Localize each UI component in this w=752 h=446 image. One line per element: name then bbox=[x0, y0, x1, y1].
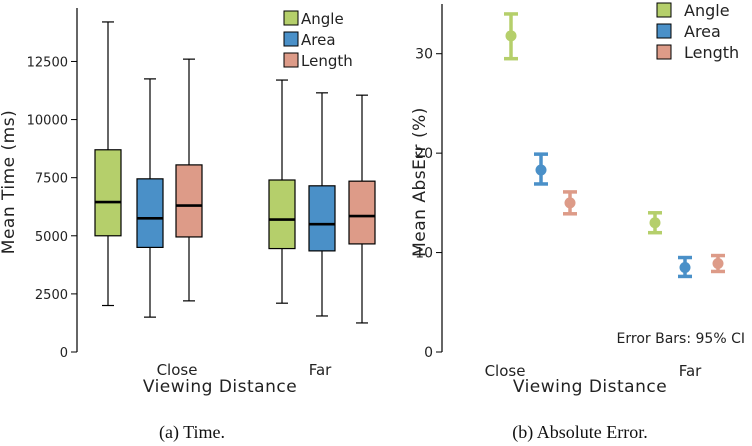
box-iqr bbox=[175, 164, 203, 238]
box-plots bbox=[94, 21, 376, 324]
legend-label-angle: Angle bbox=[684, 1, 730, 20]
x-axis-label: Viewing Distance bbox=[143, 377, 297, 397]
x-tick-label-close: Close bbox=[157, 361, 198, 379]
error-bar-points bbox=[504, 12, 725, 279]
box-iqr bbox=[348, 180, 376, 245]
y-axis-label: Mean AbsErr (%) bbox=[410, 107, 430, 257]
y-tick-label-0: 0 bbox=[424, 345, 433, 361]
error-bars-annotation: Error Bars: 95% CI bbox=[617, 331, 745, 347]
box-length-close bbox=[175, 58, 203, 302]
y-tick-label-30: 30 bbox=[415, 47, 433, 63]
mean-point bbox=[535, 164, 547, 176]
legend: Angle Area Length bbox=[656, 1, 739, 62]
x-tick-label-close: Close bbox=[485, 362, 526, 380]
box-iqr bbox=[308, 185, 336, 252]
legend-swatch-length bbox=[656, 44, 672, 60]
legend-label-length: Length bbox=[301, 52, 353, 70]
caption-a: (a) Time. bbox=[159, 422, 225, 443]
legend-label-length: Length bbox=[684, 43, 739, 62]
errorbar-length-far bbox=[711, 253, 725, 274]
y-tick-label-2500: 2500 bbox=[35, 288, 68, 303]
legend-swatch-length bbox=[283, 52, 299, 68]
box-area-close bbox=[136, 78, 164, 318]
y-tick-label-0: 0 bbox=[60, 346, 68, 361]
x-tick-label-far: Far bbox=[679, 362, 702, 380]
legend-swatch-angle bbox=[656, 2, 672, 18]
y-axis-label: Mean Time (ms) bbox=[0, 110, 19, 254]
box-angle-close bbox=[94, 21, 122, 307]
box-iqr bbox=[136, 178, 164, 249]
y-tick-label-7500: 7500 bbox=[35, 172, 68, 187]
box-length-far bbox=[348, 94, 376, 324]
y-tick-label-10000: 10000 bbox=[27, 114, 68, 129]
box-area-far bbox=[308, 92, 336, 317]
legend-swatch-area bbox=[656, 23, 672, 39]
y-tick-label-12500: 12500 bbox=[27, 55, 68, 70]
x-tick-label-far: Far bbox=[309, 361, 332, 379]
legend-label-angle: Angle bbox=[301, 10, 344, 28]
mean-point bbox=[505, 30, 517, 42]
errorbar-length-close bbox=[563, 190, 577, 216]
errorbar-angle-far bbox=[648, 211, 662, 235]
errorbar-angle-close bbox=[504, 12, 518, 61]
y-tick-label-5000: 5000 bbox=[35, 230, 68, 245]
caption-b: (b) Absolute Error. bbox=[512, 422, 647, 443]
mean-point bbox=[679, 261, 691, 273]
legend-label-area: Area bbox=[684, 22, 721, 41]
legend-swatch-angle bbox=[283, 10, 299, 26]
mean-point bbox=[564, 197, 576, 209]
legend: Angle Area Length bbox=[283, 10, 353, 70]
legend-label-area: Area bbox=[301, 31, 336, 49]
x-axis-label: Viewing Distance bbox=[513, 377, 667, 397]
y-axis-ticks: 0 2500 5000 7500 10000 12500 bbox=[27, 55, 77, 361]
box-iqr bbox=[268, 179, 296, 250]
box-angle-far bbox=[268, 79, 296, 304]
box-iqr bbox=[94, 149, 122, 237]
mean-point bbox=[712, 258, 724, 270]
panel-absolute-error: 0 10 20 30 Angle Area Length Error Bars: 95% … bbox=[410, 1, 745, 443]
y-tick-label-20: 20 bbox=[415, 146, 433, 162]
mean-point bbox=[649, 217, 661, 229]
errorbar-area-far bbox=[678, 255, 692, 279]
legend-swatch-area bbox=[283, 31, 299, 47]
errorbar-area-close bbox=[534, 152, 548, 186]
y-axis-ticks: 0 10 20 30 bbox=[415, 47, 442, 361]
y-tick-label-10: 10 bbox=[415, 246, 433, 262]
